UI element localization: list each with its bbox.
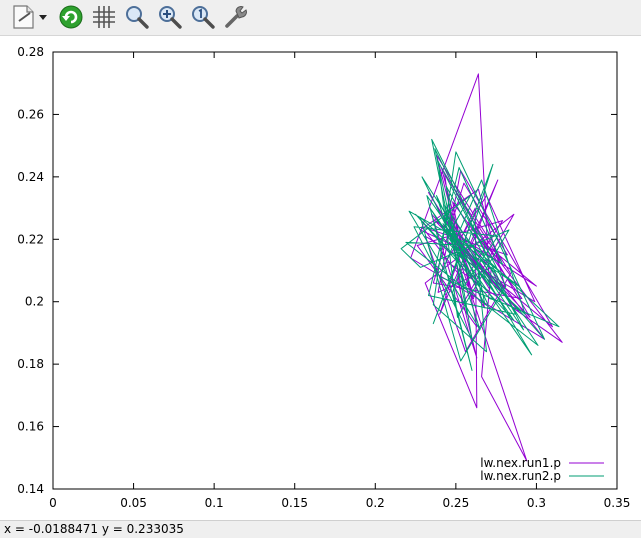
y-tick-label: 0.2 [25,295,44,309]
x-tick-label: 0.2 [366,496,385,510]
x-tick-label: 0.3 [527,496,546,510]
legend-label-2: lw.nex.run2.p [480,469,561,483]
settings-button[interactable] [221,3,251,31]
x-tick-label: 0.05 [120,496,147,510]
zoom-original-icon [192,6,215,29]
wrench-icon [225,6,247,28]
series-line-2 [400,138,560,371]
zoom-out-icon [126,6,149,29]
x-tick-label: 0.35 [604,496,631,510]
x-tick-label: 0.25 [442,496,469,510]
y-tick-label: 0.28 [17,45,44,59]
plot-border [52,51,618,490]
chart: 0 0.05 0.1 0.15 0.2 0.25 0.3 0.35 0.14 0.16 0.18 0.… [17,45,631,510]
zoom-in-button[interactable] [155,3,185,31]
y-tick-label: 0.22 [17,232,44,246]
x-tick-label: 0 [49,496,57,510]
y-tick-label: 0.26 [17,107,44,121]
grid-button[interactable] [89,3,119,31]
status-bar: x = -0.0188471 y = 0.233035 [0,520,641,538]
unzoom-button[interactable] [122,3,152,31]
grid-icon [93,6,115,28]
y-tick-label: 0.14 [17,482,44,496]
cursor-coordinates: x = -0.0188471 y = 0.233035 [4,522,184,536]
x-tick-label: 0.1 [205,496,224,510]
zoom-in-icon [159,6,182,29]
document-export-icon [13,5,47,29]
toolbar [0,0,641,36]
legend-label-1: lw.nex.run1.p [480,456,561,470]
export-menu-button[interactable] [6,3,50,31]
plot-area[interactable]: 0 0.05 0.1 0.15 0.2 0.25 0.3 0.35 0.14 0.16 0.18 0.… [0,36,641,520]
zoom-reset-button[interactable] [188,3,218,31]
y-tick-label: 0.24 [17,170,44,184]
replot-button[interactable] [56,3,86,31]
y-tick-label: 0.16 [17,420,44,434]
x-tick-label: 0.15 [281,496,308,510]
refresh-icon [59,5,83,29]
y-tick-label: 0.18 [17,357,44,371]
